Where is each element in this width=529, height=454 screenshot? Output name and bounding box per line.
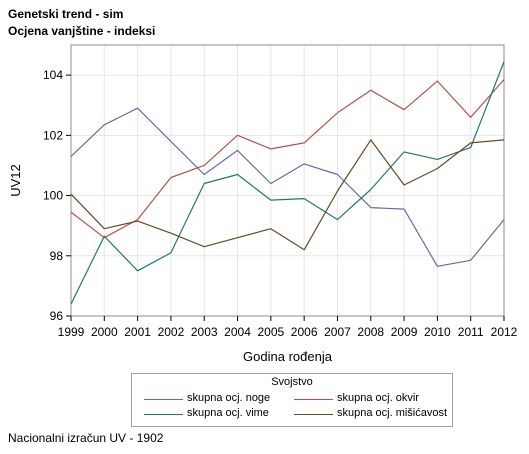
legend-label-vime: skupna ocj. vime	[187, 407, 269, 419]
plot-frame	[70, 44, 505, 317]
legend-label-misicavost: skupna ocj. mišićavost	[337, 407, 448, 419]
series-line-2	[70, 61, 505, 305]
y-tick-label-96: 96	[50, 309, 64, 323]
legend-swatch-vime	[144, 414, 183, 415]
x-tick-label-2012: 2012	[491, 325, 518, 339]
x-tick-label-2007: 2007	[324, 325, 351, 339]
series-line-0	[70, 107, 505, 267]
y-tick-label-98: 98	[50, 249, 64, 263]
series-line-1	[70, 79, 505, 239]
x-tick-label-2000: 2000	[91, 325, 118, 339]
chart-title: Genetski trend - sim	[8, 7, 124, 21]
x-tick-label-2011: 2011	[458, 325, 484, 339]
x-tick-label-2003: 2003	[191, 325, 218, 339]
y-tick-label-100: 100	[43, 189, 63, 203]
legend-swatch-okvir	[294, 399, 333, 400]
y-tick-label-104: 104	[43, 68, 63, 82]
legend-title: Svojstvo	[271, 376, 313, 388]
x-tick-label-2010: 2010	[424, 325, 451, 339]
chart-subtitle: Ocjena vanjštine - indeksi	[8, 24, 156, 38]
y-tick-label-102: 102	[43, 128, 63, 142]
x-tick-label-2009: 2009	[391, 325, 418, 339]
footnote: Nacionalni izračun UV - 1902	[8, 431, 164, 445]
legend-swatch-noge	[144, 399, 183, 400]
x-tick-label-2008: 2008	[357, 325, 384, 339]
x-axis-label: Godina rođenja	[243, 349, 333, 364]
x-tick-label-2001: 2001	[124, 325, 151, 339]
x-tick-label-1999: 1999	[58, 325, 85, 339]
legend: Svojstvo skupna ocj. noge skupna ocj. ok…	[131, 373, 453, 427]
x-tick-label-2002: 2002	[158, 325, 185, 339]
x-tick-label-2005: 2005	[257, 325, 284, 339]
x-tick-label-2004: 2004	[224, 325, 251, 339]
legend-label-okvir: skupna ocj. okvir	[337, 392, 419, 404]
legend-label-noge: skupna ocj. noge	[187, 392, 271, 404]
series-line-3	[70, 139, 505, 251]
x-tick-label-2006: 2006	[291, 325, 318, 339]
y-axis-label: UV12	[8, 164, 23, 197]
legend-swatch-misicavost	[294, 414, 333, 415]
